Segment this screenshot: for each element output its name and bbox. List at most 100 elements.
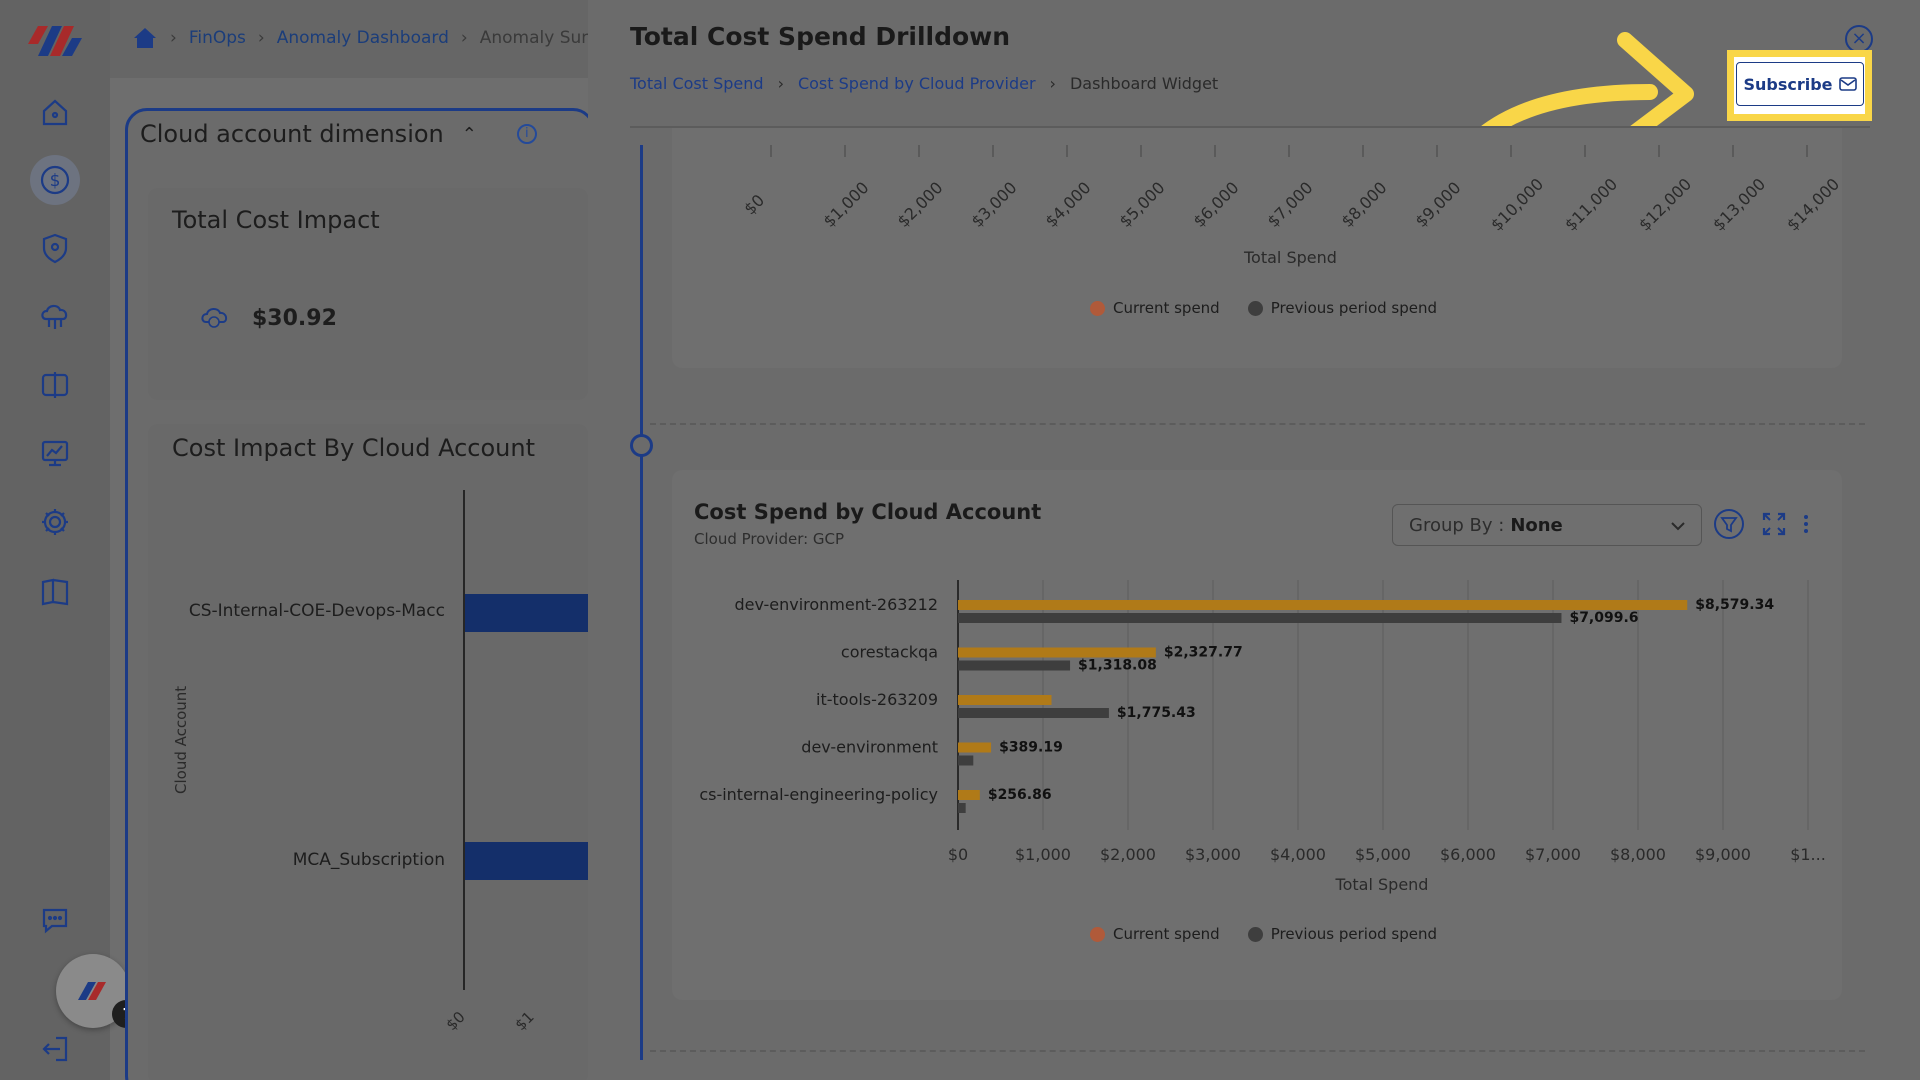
legend-item[interactable]: Current spend — [1090, 299, 1220, 317]
x-tick-label: $5,000 — [1355, 845, 1411, 864]
top-tick-mark — [918, 145, 920, 157]
top-tick-mark — [1436, 145, 1438, 157]
filter-icon[interactable] — [1713, 508, 1745, 540]
y-axis-label: Cloud Account — [172, 685, 190, 794]
legend-dot-icon — [1090, 927, 1105, 942]
chart-category-label: MCA_Subscription — [292, 850, 445, 870]
group-by-label: Group By : — [1409, 514, 1505, 536]
group-by-select[interactable]: Group By : None — [1392, 504, 1702, 546]
drawer-title: Total Cost Spend Drilldown — [630, 22, 1011, 51]
impact-title: Total Cost Impact — [172, 206, 380, 234]
subscribe-button[interactable]: Subscribe — [1736, 62, 1864, 106]
timeline-node[interactable] — [630, 434, 653, 457]
bar-current — [958, 647, 1156, 658]
legend-item[interactable]: Previous period spend — [1247, 299, 1437, 317]
cloud-dollar-icon — [201, 308, 228, 328]
chevron-up-icon[interactable]: ⌃ — [461, 123, 477, 145]
x-tick-label: $1... — [1790, 845, 1826, 864]
group-by-value: None — [1510, 514, 1563, 536]
category-label: it-tools-263209 — [816, 690, 938, 709]
top-tick-mark — [1806, 145, 1808, 157]
chevron-right-icon: › — [777, 74, 784, 93]
sidebar-selected-indicator — [30, 155, 80, 205]
book-icon[interactable] — [36, 572, 74, 610]
legend-item[interactable]: Current spend — [1090, 925, 1220, 943]
account-chart-card — [672, 470, 1842, 1000]
chart-bar[interactable] — [465, 594, 590, 632]
bar-previous — [958, 708, 1109, 718]
chat-icon[interactable] — [36, 900, 74, 938]
top-tick-mark — [1066, 145, 1068, 157]
x-tick-label: $6,000 — [1440, 845, 1496, 864]
x-axis-title: Total Spend — [1335, 875, 1429, 894]
cost-impact-card — [148, 424, 588, 1080]
logout-icon[interactable] — [36, 1030, 74, 1068]
shield-icon[interactable] — [36, 229, 74, 267]
bar-current — [958, 742, 992, 753]
bar-previous — [958, 803, 966, 813]
timeline-line — [640, 145, 643, 1060]
data-label: $8,579.34 — [1695, 597, 1774, 613]
drawer-divider — [630, 126, 1870, 128]
bar-previous — [958, 613, 1562, 623]
chevron-right-icon: › — [460, 28, 468, 48]
breadcrumb-item[interactable]: Anomaly Dashboard — [276, 28, 449, 48]
cloud-network-icon[interactable] — [36, 297, 74, 335]
x-tick-label: $1,000 — [1015, 845, 1071, 864]
top-tick-mark — [1288, 145, 1290, 157]
svg-text:$: $ — [50, 171, 61, 191]
top-tick-mark — [1214, 145, 1216, 157]
chart-axis — [463, 490, 465, 990]
bar-previous — [958, 755, 974, 766]
x-tick-label: $2,000 — [1100, 845, 1156, 864]
top-chart-legend: Current spend Previous period spend — [1090, 299, 1437, 317]
account-chart-title: Cost Spend by Cloud Account — [694, 500, 1042, 524]
legend-item[interactable]: Previous period spend — [1247, 925, 1437, 943]
chart-bar[interactable] — [465, 842, 590, 880]
account-bar-chart: $0 $1,000 $2,000 $3,000 $4,000 $5,000 $6,000 $7… — [699, 580, 1826, 894]
top-tick-mark — [1362, 145, 1364, 157]
expand-icon[interactable] — [1758, 508, 1790, 540]
info-icon[interactable]: i — [516, 124, 537, 144]
subscribe-label: Subscribe — [1743, 74, 1833, 94]
chevron-right-icon: › — [257, 28, 265, 48]
drawer-breadcrumb: Total Cost Spend › Cost Spend by Cloud P… — [630, 74, 1218, 93]
top-tick-mark — [1140, 145, 1142, 157]
section-divider — [650, 1050, 1865, 1052]
x-tick-label: $7,000 — [1525, 845, 1581, 864]
dimension-header[interactable]: Cloud account dimension ⌃ i — [140, 120, 537, 148]
bar-current — [958, 790, 980, 800]
section-divider — [650, 423, 1865, 425]
chevron-down-icon — [1671, 522, 1685, 531]
drawer-crumb[interactable]: Total Cost Spend — [630, 74, 764, 93]
home-icon[interactable] — [36, 93, 74, 131]
top-bar — [110, 0, 590, 78]
drawer-crumb-current: Dashboard Widget — [1069, 74, 1219, 93]
gear-icon[interactable] — [36, 503, 74, 541]
legend-dot-icon — [1090, 301, 1105, 316]
app-logo[interactable] — [28, 22, 82, 56]
monitor-chart-icon[interactable] — [36, 434, 74, 472]
top-tick-mark — [844, 145, 846, 157]
breadcrumb-item[interactable]: FinOps — [188, 28, 246, 48]
drawer-crumb[interactable]: Cost Spend by Cloud Provider — [797, 74, 1036, 93]
mail-icon — [1838, 77, 1857, 91]
top-tick-mark — [770, 145, 772, 157]
chevron-right-icon: › — [1049, 74, 1056, 93]
close-icon[interactable]: × — [1845, 25, 1873, 53]
assistant-logo-icon — [78, 982, 106, 1000]
data-label: $1,775.43 — [1117, 705, 1196, 721]
account-chart-subtitle: Cloud Provider: GCP — [694, 530, 845, 548]
more-options-icon[interactable] — [1790, 508, 1822, 540]
bar-current — [958, 695, 1052, 705]
category-label: dev-environment — [801, 738, 938, 757]
impact-value: $30.92 — [252, 306, 337, 331]
top-axis-title: Total Spend — [1244, 248, 1337, 267]
chart-category-label: CS-Internal-COE-Devops-Macc — [188, 601, 445, 621]
data-label: $1,318.08 — [1078, 658, 1157, 674]
home-icon[interactable] — [132, 26, 158, 50]
compare-icon[interactable] — [36, 366, 74, 404]
dollar-icon[interactable]: $ — [36, 161, 74, 199]
account-chart-legend: Current spend Previous period spend — [1090, 925, 1437, 943]
cost-impact-title: Cost Impact By Cloud Account — [172, 434, 535, 462]
